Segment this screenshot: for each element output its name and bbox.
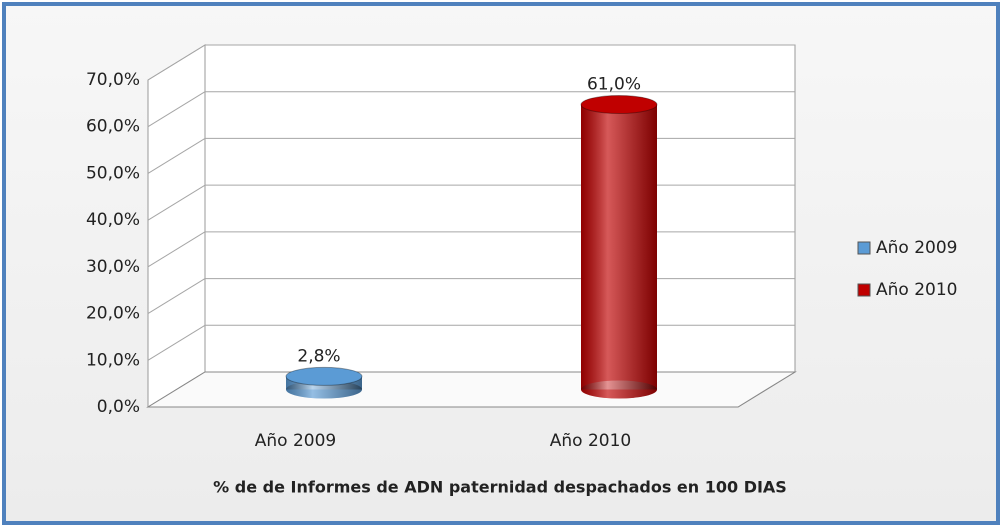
back-wall <box>204 44 796 373</box>
y-tick-label: 10,0% <box>86 350 140 370</box>
grid-line <box>147 184 206 221</box>
grid-line <box>147 278 206 314</box>
legend-swatch <box>857 241 871 255</box>
y-tick-label: 70,0% <box>86 70 140 90</box>
x-tick-label: Año 2009 <box>255 431 336 451</box>
y-tick-label: 20,0% <box>86 304 140 324</box>
cylinder-base-shade <box>581 380 657 399</box>
legend-label: Año 2010 <box>876 280 957 300</box>
x-axis-label: % de de Informes de ADN paternidad despa… <box>213 478 787 497</box>
grid-line <box>147 231 206 268</box>
cylinder-top <box>580 95 658 115</box>
grid-line <box>147 91 206 128</box>
grid-line <box>147 324 206 361</box>
floor <box>146 371 797 408</box>
grid-line <box>147 138 206 174</box>
y-tick-label: 40,0% <box>86 210 140 230</box>
cylinder-top <box>285 366 363 386</box>
legend-label: Año 2009 <box>876 238 957 258</box>
y-tick-label: 0,0% <box>97 397 140 417</box>
y-tick-label: 50,0% <box>86 163 140 183</box>
data-label: 2,8% <box>297 346 340 366</box>
y-tick-label: 30,0% <box>86 257 140 277</box>
side-wall <box>147 44 206 408</box>
data-label: 61,0% <box>587 75 641 95</box>
cylinder-base-shade <box>286 380 362 399</box>
y-tick-label: 60,0% <box>86 117 140 137</box>
x-tick-label: Año 2010 <box>550 431 631 451</box>
cylinder-shade <box>581 104 657 390</box>
legend-swatch <box>857 283 871 297</box>
grid-line <box>147 44 206 81</box>
